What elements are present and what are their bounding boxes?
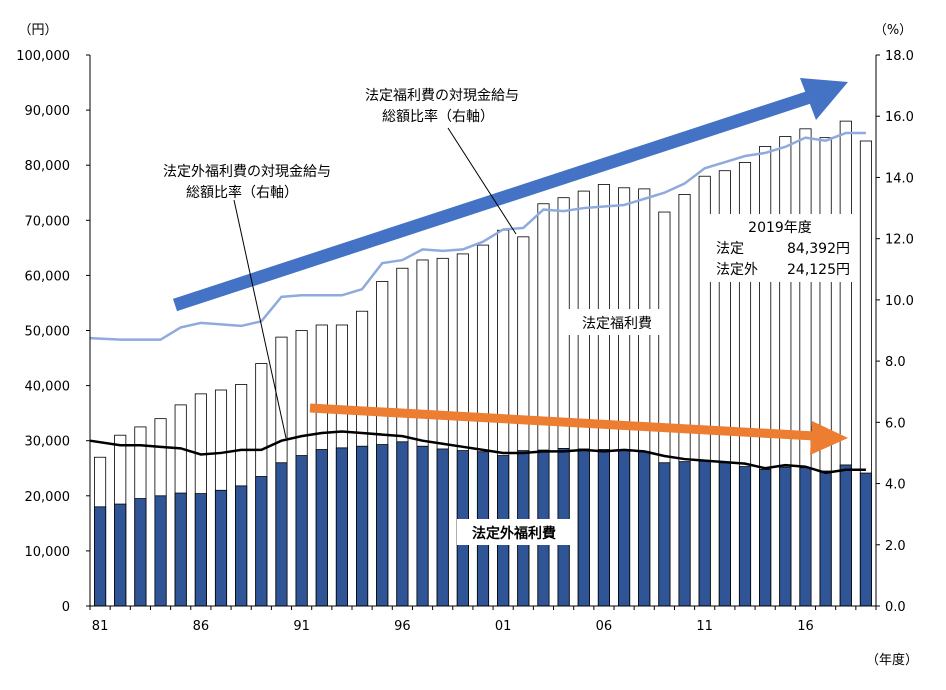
kotei-gai-bar-label-bg xyxy=(457,519,571,545)
kotei-gai-bar xyxy=(819,470,832,607)
kotei-gai-bar xyxy=(335,447,348,607)
left-tick-label: 70,000 xyxy=(25,214,71,229)
info-box-label-kotei: 法定 xyxy=(716,241,744,257)
kotei-gai-bar xyxy=(114,503,127,607)
right-tick-label: 2.0 xyxy=(885,539,906,554)
kotei-gai-bar xyxy=(759,468,772,607)
info-box-label-kotei-gai: 法定外 xyxy=(716,262,758,278)
up-trend-arrow xyxy=(172,78,848,312)
left-tick-label: 10,000 xyxy=(25,545,71,560)
kotei-gai-bar xyxy=(577,448,590,607)
kotei-gai-bar xyxy=(618,450,631,607)
info-box-bg xyxy=(707,214,855,282)
kotei-gai-bar xyxy=(174,492,187,607)
kotei-ratio-line xyxy=(89,131,866,341)
kotei-gai-bar xyxy=(779,466,792,607)
kotei-gai-bar xyxy=(235,485,248,607)
right-tick-label: 4.0 xyxy=(885,478,906,493)
kotei-gai-bar xyxy=(94,506,107,607)
x-axis-ticks: 81 86 91 96 01 06 11 16 xyxy=(89,606,877,634)
x-tick-label: 91 xyxy=(293,619,310,634)
right-axis-unit: （%） xyxy=(874,23,912,38)
x-tick-label: 16 xyxy=(797,619,814,634)
kotei-gai-bar xyxy=(436,448,449,607)
right-tick-label: 6.0 xyxy=(885,416,906,431)
x-tick-label: 01 xyxy=(495,619,512,634)
kotei-gai-bar xyxy=(376,444,389,607)
left-tick-label: 30,000 xyxy=(25,435,71,450)
kotei-gai-bar xyxy=(839,464,852,607)
kotei-gai-bar xyxy=(799,467,812,607)
kotei-gai-bar xyxy=(597,449,610,607)
right-axis-ticks: 0.0 2.0 4.0 6.0 8.0 10.0 12.0 14.0 16.0 18.0 xyxy=(876,49,914,615)
left-tick-label: 60,000 xyxy=(25,269,71,284)
info-box-value-kotei-gai: 24,125円 xyxy=(787,262,850,278)
left-tick-label: 40,000 xyxy=(25,380,71,395)
kotei-gai-bar xyxy=(658,462,671,607)
kotei-bar-label-bg xyxy=(568,309,666,335)
kotei-ratio-label-1: 法定福利費の対現金給与 xyxy=(365,88,519,104)
kotei-gai-bar xyxy=(154,495,167,607)
info-box-title: 2019年度 xyxy=(748,220,812,236)
right-tick-label: 16.0 xyxy=(885,110,914,125)
x-tick-label: 81 xyxy=(92,619,109,634)
kotei-gai-bar xyxy=(194,493,207,607)
kotei-gai-bar xyxy=(859,472,872,607)
kotei-gai-bar-label: 法定外福利費 xyxy=(472,525,556,542)
kotei-gai-bar xyxy=(255,476,268,607)
kotei-gai-bar xyxy=(295,455,308,607)
x-tick-label: 96 xyxy=(394,619,411,634)
kotei-gai-bar xyxy=(738,466,752,607)
kotei-gai-bar xyxy=(638,451,651,607)
x-axis-unit: （年度） xyxy=(866,652,918,668)
info-box-value-kotei: 84,392円 xyxy=(787,241,850,257)
left-tick-label: 80,000 xyxy=(25,159,71,174)
left-tick-label: 20,000 xyxy=(25,490,71,505)
left-axis-unit: （円） xyxy=(18,23,57,38)
kotei-gai-bar xyxy=(698,460,711,607)
right-tick-label: 12.0 xyxy=(885,233,914,248)
left-tick-label: 50,000 xyxy=(25,325,71,340)
left-tick-label: 0 xyxy=(62,600,70,615)
kotei-gai-bar xyxy=(315,449,328,607)
ratio-lines xyxy=(89,131,866,475)
kotei-gai-ratio-label-2: 総額比率（右軸） xyxy=(186,184,298,201)
right-tick-label: 14.0 xyxy=(885,171,914,186)
kotei-gai-bar xyxy=(134,498,147,607)
right-tick-label: 18.0 xyxy=(885,49,914,64)
kotei-gai-bar xyxy=(214,489,228,607)
right-tick-label: 0.0 xyxy=(885,600,906,615)
down-trend-arrow xyxy=(309,403,848,455)
kotei-gai-ratio-label-1: 法定外福利費の対現金給与 xyxy=(163,164,331,180)
x-tick-label: 86 xyxy=(193,619,210,634)
kotei-gai-bar xyxy=(356,445,369,607)
x-tick-label: 11 xyxy=(696,619,713,634)
kotei-gai-bar xyxy=(396,441,409,607)
kotei-gai-bar xyxy=(678,461,691,607)
x-tick-label: 06 xyxy=(596,619,613,634)
left-tick-label: 90,000 xyxy=(25,104,71,119)
right-tick-label: 8.0 xyxy=(885,355,906,370)
kotei-ratio-label-2: 総額比率（右軸） xyxy=(382,108,494,125)
kotei-gai-bar xyxy=(275,462,288,607)
kotei-gai-bar xyxy=(718,462,731,607)
kotei-gai-bar xyxy=(416,445,429,607)
kotei-gai-ratio-line xyxy=(89,430,866,475)
left-tick-label: 100,000 xyxy=(16,49,70,64)
kotei-bar-label: 法定福利費 xyxy=(582,316,652,332)
right-tick-label: 10.0 xyxy=(885,294,914,309)
kotei-gai-ratio-leader xyxy=(233,199,287,439)
kotei-ratio-leader xyxy=(447,127,517,235)
left-axis-ticks: 0 10,000 20,000 30,000 40,000 50,000 60,000 70,… xyxy=(16,49,90,615)
